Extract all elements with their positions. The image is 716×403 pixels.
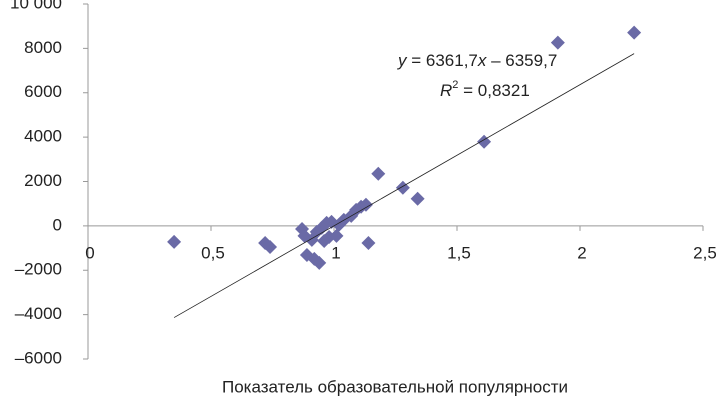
x-tick-label: 1,5 [447,243,471,262]
trendline [173,53,635,318]
r-squared-part: R [440,81,452,100]
y-tick-label: 4000 [24,127,62,146]
trend-equation: y = 6361,7x – 6359,7 [397,51,557,70]
point [317,233,332,248]
y-tick-label: 2000 [24,171,62,190]
y-tick-label: 6000 [24,82,62,101]
r-squared-part: 2 [452,79,458,91]
x-tick-label: 0 [85,243,94,262]
x-tick-label: 2 [577,243,586,262]
equation-part: y [397,51,408,70]
y-tick-label: 8000 [24,38,62,57]
equation-part: x [477,51,487,70]
equation-part: – 6359,7 [486,51,557,70]
x-axis-label: Показатель образовательной популярности [222,377,568,396]
y-tick-label: –6000 [15,348,62,367]
point [358,197,373,212]
point [627,25,642,40]
point [410,191,425,206]
point [312,255,327,270]
y-tick-label: 0 [53,215,62,234]
r-squared: R2 = 0,8321 [440,79,530,101]
y-tick-label: –4000 [15,304,62,323]
point [361,235,376,250]
point [371,166,386,181]
y-tick-label: 10 000 [10,0,62,12]
y-tick-label: –2000 [15,260,62,279]
point [477,134,492,149]
r-squared-part: = 0,8321 [458,81,529,100]
equation-part: = 6361,7 [407,51,478,70]
point [395,180,410,195]
point [263,239,278,254]
x-tick-label: 0,5 [201,243,225,262]
point [167,234,182,249]
x-tick-label: 2,5 [693,243,716,262]
point [550,35,565,50]
x-tick-label: 1 [331,243,340,262]
